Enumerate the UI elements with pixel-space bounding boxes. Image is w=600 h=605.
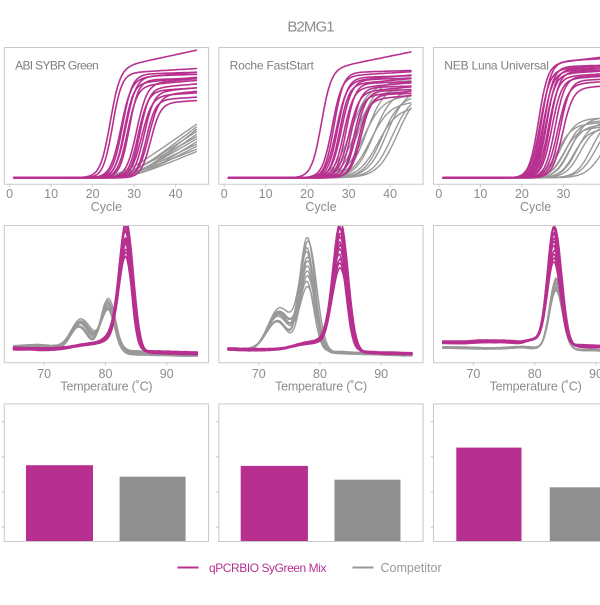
svg-text:Temperature (˚C): Temperature (˚C) <box>60 380 152 394</box>
svg-text:30: 30 <box>342 187 356 201</box>
svg-text:ABI SYBR Green: ABI SYBR Green <box>15 58 98 72</box>
svg-text:Cycle: Cycle <box>305 200 336 214</box>
svg-text:10: 10 <box>259 187 273 201</box>
svg-text:10: 10 <box>473 187 487 201</box>
svg-text:30: 30 <box>556 187 570 201</box>
svg-text:30: 30 <box>127 187 141 201</box>
svg-text:Temperature (˚C): Temperature (˚C) <box>490 380 582 394</box>
svg-text:NEB Luna Universal: NEB Luna Universal <box>444 58 548 72</box>
svg-text:Cycle: Cycle <box>91 200 122 214</box>
svg-text:90: 90 <box>589 367 600 381</box>
svg-text:40: 40 <box>169 187 183 201</box>
svg-text:0: 0 <box>435 187 442 201</box>
svg-text:70: 70 <box>252 367 266 381</box>
svg-text:70: 70 <box>466 367 480 381</box>
svg-text:40: 40 <box>383 187 397 201</box>
svg-text:10: 10 <box>44 187 58 201</box>
svg-text:B2MG1: B2MG1 <box>287 18 334 35</box>
svg-text:0: 0 <box>221 187 228 201</box>
svg-text:0: 0 <box>6 187 13 201</box>
svg-text:70: 70 <box>37 367 51 381</box>
svg-text:qPCRBIO SyGreen Mix: qPCRBIO SyGreen Mix <box>209 561 326 575</box>
svg-text:Cycle: Cycle <box>520 200 551 214</box>
svg-text:90: 90 <box>160 367 174 381</box>
svg-text:Temperature (˚C): Temperature (˚C) <box>275 380 367 394</box>
svg-text:90: 90 <box>374 367 388 381</box>
svg-text:Competitor: Competitor <box>381 561 442 575</box>
svg-text:Roche FastStart: Roche FastStart <box>230 58 315 72</box>
